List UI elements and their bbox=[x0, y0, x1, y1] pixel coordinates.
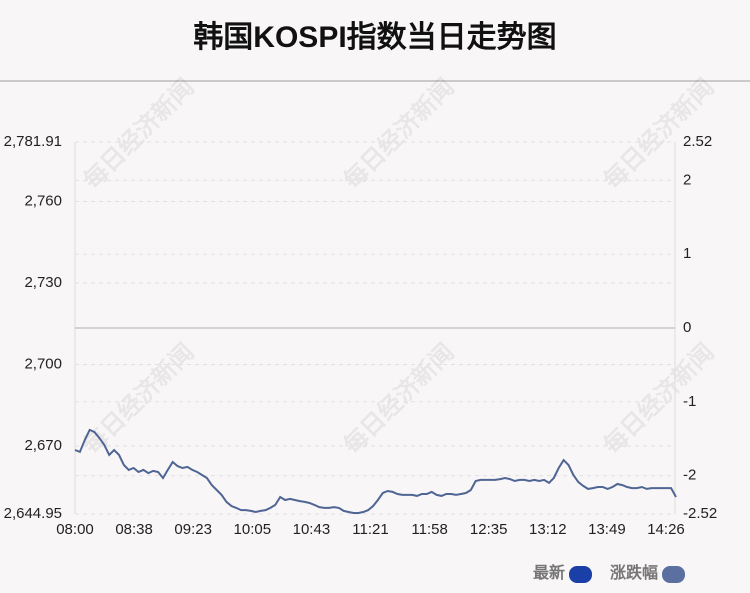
x-tick-label: 08:00 bbox=[56, 521, 94, 538]
x-tick-label: 12:35 bbox=[470, 521, 508, 538]
y2-tick-label: 1 bbox=[683, 245, 691, 262]
y-tick-label: 2,700 bbox=[24, 355, 62, 372]
x-tick-label: 11:21 bbox=[352, 521, 388, 538]
watermark: 每日经济新闻 bbox=[78, 338, 200, 460]
x-tick-label: 14:26 bbox=[647, 521, 685, 538]
y2-tick-label: 0 bbox=[683, 319, 691, 336]
x-tick-label: 11:58 bbox=[411, 521, 447, 538]
y2-tick-label: 2 bbox=[683, 171, 691, 188]
y-tick-label: 2,781.91 bbox=[4, 133, 62, 150]
y2-tick-label: -2.52 bbox=[683, 505, 717, 522]
watermark: 每日经济新闻 bbox=[598, 338, 720, 460]
x-tick-label: 10:43 bbox=[293, 521, 331, 538]
y-tick-label: 2,760 bbox=[24, 192, 62, 209]
legend-label: 涨跌幅 bbox=[610, 563, 658, 582]
x-tick-label: 13:49 bbox=[588, 521, 626, 538]
y-tick-label: 2,644.95 bbox=[4, 505, 62, 522]
y-tick-label: 2,670 bbox=[24, 437, 62, 454]
x-tick-label: 09:23 bbox=[174, 521, 212, 538]
price-line bbox=[74, 428, 677, 514]
y2-tick-label: -1 bbox=[683, 393, 696, 410]
watermark: 每日经济新闻 bbox=[338, 338, 460, 460]
watermark: 每日经济新闻 bbox=[338, 73, 460, 195]
legend-label: 最新 bbox=[533, 563, 565, 582]
legend-swatch bbox=[662, 566, 686, 583]
watermark: 每日经济新闻 bbox=[78, 73, 200, 195]
y2-tick-label: 2.52 bbox=[683, 133, 712, 150]
y2-tick-label: -2 bbox=[683, 467, 696, 484]
chart-title: 韩国KOSPI指数当日走势图 bbox=[193, 21, 556, 54]
legend-swatch bbox=[569, 566, 593, 583]
x-tick-label: 13:12 bbox=[529, 521, 567, 538]
x-tick-label: 10:05 bbox=[234, 521, 272, 538]
x-tick-label: 08:38 bbox=[115, 521, 153, 538]
y-tick-label: 2,730 bbox=[24, 274, 62, 291]
